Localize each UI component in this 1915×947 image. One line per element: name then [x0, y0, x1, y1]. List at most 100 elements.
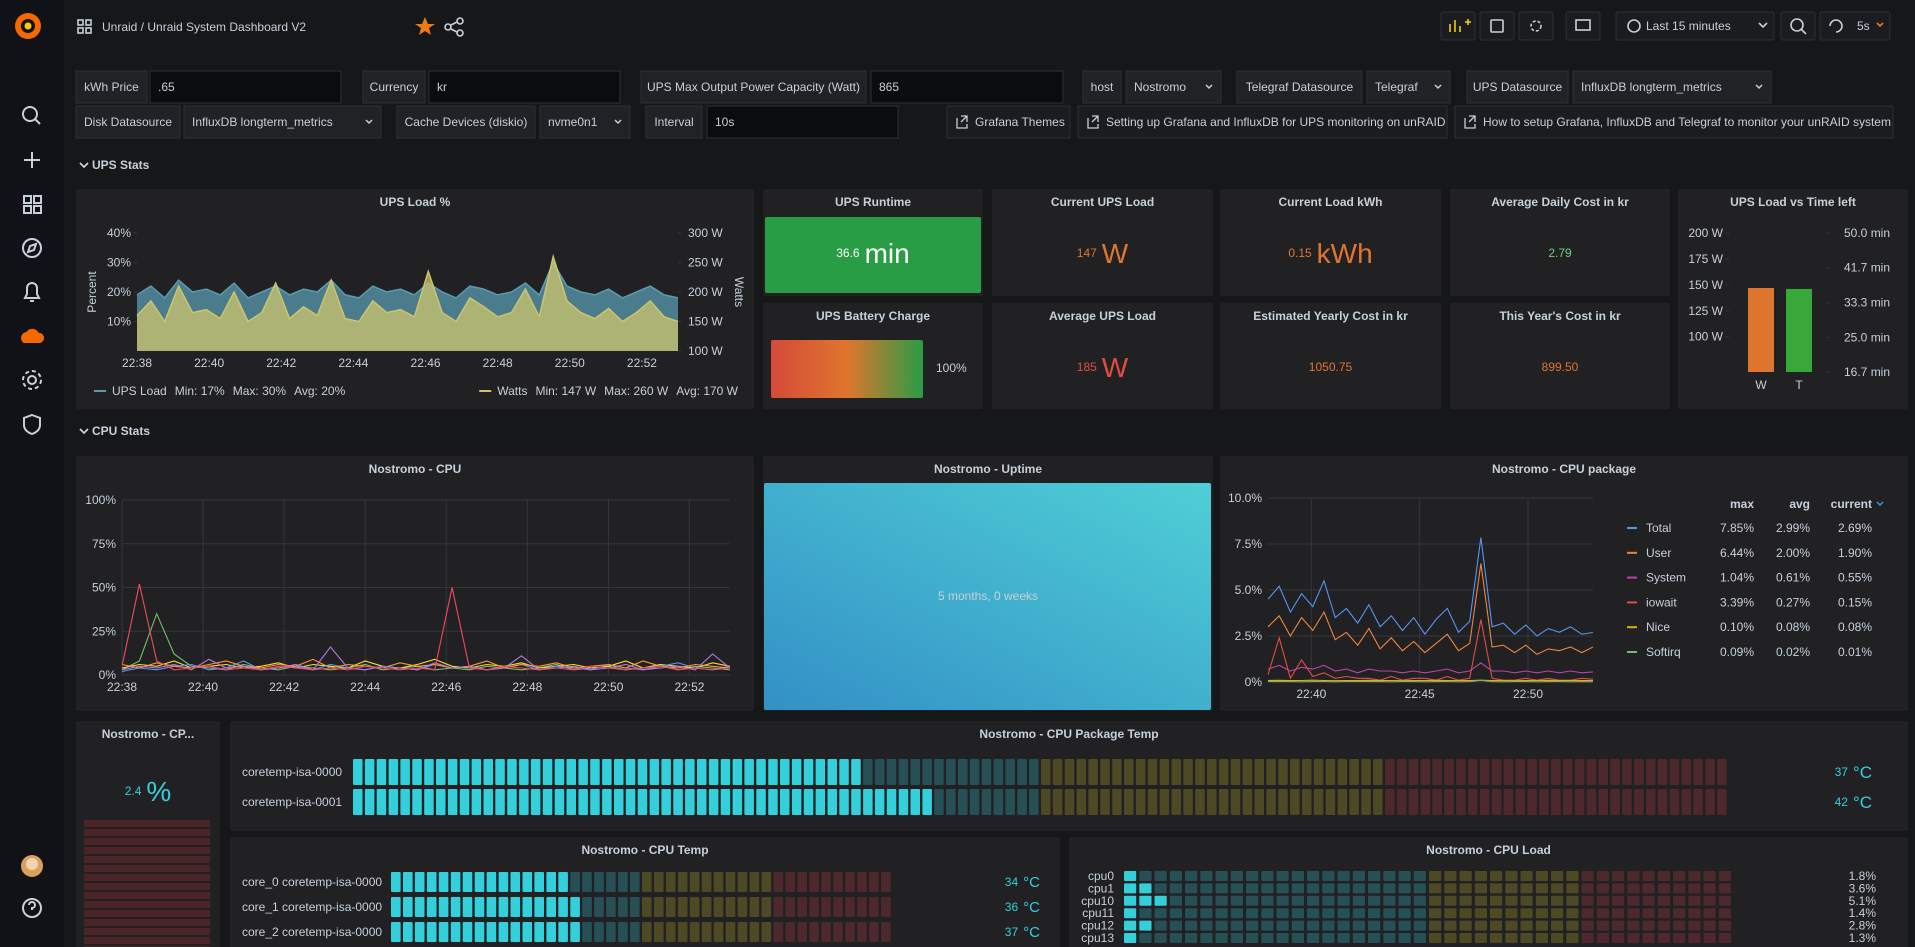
- shield-icon[interactable]: [23, 413, 41, 436]
- settings-icon[interactable]: [22, 370, 42, 390]
- row-title[interactable]: UPS Stats: [92, 158, 150, 172]
- legend-item[interactable]: Watts Min: 147 W Max: 260 W Avg: 170 W: [479, 384, 739, 398]
- tv-button[interactable]: [1565, 11, 1601, 41]
- variable-input[interactable]: [183, 105, 382, 139]
- gauge-cell: [1291, 895, 1304, 906]
- gauge-cell: [1337, 759, 1348, 785]
- gauge-cell: [1112, 789, 1122, 815]
- legend-header[interactable]: avg: [1789, 497, 1810, 511]
- series-line: [1267, 537, 1594, 637]
- variable-value[interactable]: 10s: [715, 115, 734, 129]
- gauge-cell: [542, 789, 553, 815]
- variable-value[interactable]: InfluxDB longterm_metrics: [1581, 80, 1722, 94]
- legend-header[interactable]: current: [1831, 497, 1872, 511]
- legend-header[interactable]: max: [1730, 497, 1754, 511]
- gauge-cell: [1505, 933, 1518, 943]
- gauge-cell: [1337, 933, 1350, 943]
- gauge-cell: [1337, 908, 1350, 919]
- gauge-cell: [507, 789, 517, 815]
- variable-value[interactable]: nvme0n1: [548, 115, 598, 129]
- help-icon[interactable]: [22, 898, 42, 918]
- panel[interactable]: [1220, 189, 1441, 296]
- panel[interactable]: [76, 456, 754, 711]
- zoom-out-button[interactable]: [1780, 11, 1816, 41]
- create-icon[interactable]: [24, 152, 40, 168]
- gauge-cell: [436, 789, 446, 815]
- gauge-cell: [1124, 908, 1137, 919]
- y-tick-label: 125 W: [1688, 304, 1723, 318]
- time-range[interactable]: Last 15 minutes: [1646, 19, 1731, 33]
- gauge-cell: [869, 872, 879, 892]
- add-panel-button[interactable]: [1440, 11, 1476, 41]
- dashboards-icon[interactable]: [23, 195, 42, 214]
- dashboard-link[interactable]: [1454, 105, 1894, 139]
- time-picker[interactable]: [1615, 11, 1775, 41]
- gauge-cell: [1154, 933, 1167, 943]
- search-icon[interactable]: [22, 106, 41, 125]
- variable-value[interactable]: Telegraf: [1375, 80, 1418, 94]
- alerting-icon[interactable]: [23, 282, 41, 302]
- panel[interactable]: [992, 189, 1213, 296]
- gauge-background-row: [84, 892, 210, 899]
- legend-name[interactable]: Softirq: [1646, 645, 1681, 659]
- variable-input[interactable]: [870, 70, 1064, 104]
- dashboard-link[interactable]: [1077, 105, 1448, 139]
- save-button[interactable]: [1479, 11, 1515, 41]
- refresh-interval[interactable]: 5s: [1857, 19, 1870, 33]
- variable-input[interactable]: [1125, 70, 1222, 104]
- dashboard-title[interactable]: Unraid / Unraid System Dashboard V2: [102, 20, 306, 34]
- gauge-cell: [1551, 789, 1561, 815]
- gauge-cell: [1139, 895, 1152, 906]
- grafana-logo[interactable]: [15, 13, 41, 39]
- link-text[interactable]: Grafana Themes: [975, 115, 1065, 129]
- panel[interactable]: [992, 303, 1213, 409]
- panel[interactable]: [1220, 303, 1441, 409]
- panel[interactable]: [1220, 456, 1908, 711]
- gauge-cell: [1052, 759, 1063, 785]
- user-avatar[interactable]: [21, 855, 43, 877]
- gauge-cell: [594, 897, 604, 917]
- legend-name[interactable]: User: [1646, 546, 1671, 560]
- panel[interactable]: [1450, 189, 1670, 296]
- variable-input[interactable]: [428, 70, 621, 104]
- legend-name[interactable]: iowait: [1646, 595, 1677, 609]
- gauge-cell: [1479, 789, 1490, 815]
- legend-stat: 2.99%: [1776, 521, 1810, 535]
- row-title[interactable]: CPU Stats: [92, 424, 150, 438]
- link-icon: [1087, 115, 1099, 129]
- y-tick-label: 175 W: [1688, 252, 1723, 266]
- gauge-cell: [558, 872, 568, 892]
- panel[interactable]: [1450, 303, 1670, 409]
- link-text[interactable]: Setting up Grafana and InfluxDB for UPS …: [1106, 115, 1446, 129]
- cloud-icon[interactable]: [21, 328, 45, 343]
- variable-input[interactable]: [539, 105, 631, 139]
- variable-value[interactable]: InfluxDB longterm_metrics: [192, 115, 333, 129]
- gauge-cell: [1627, 883, 1640, 894]
- gauge-cell: [474, 872, 485, 892]
- refresh-chevron: [1876, 22, 1884, 28]
- legend-name[interactable]: Nice: [1646, 620, 1670, 634]
- legend-item[interactable]: UPS Load Min: 17% Max: 30% Avg: 20%: [94, 384, 346, 398]
- star-icon[interactable]: [415, 17, 435, 35]
- variable-input[interactable]: [1572, 70, 1772, 104]
- gauge-cell: [1139, 908, 1152, 919]
- panel[interactable]: [1069, 837, 1908, 947]
- apps-icon[interactable]: [77, 19, 92, 34]
- share-icon[interactable]: [444, 17, 464, 37]
- panel[interactable]: [230, 721, 1908, 831]
- legend-name[interactable]: System: [1646, 571, 1686, 585]
- gauge-cell: [1185, 933, 1198, 943]
- panel[interactable]: [230, 837, 1060, 947]
- variable-value[interactable]: .65: [158, 80, 175, 94]
- variable-value[interactable]: 865: [879, 80, 899, 94]
- variable-input[interactable]: [706, 105, 899, 139]
- gauge-cell: [685, 759, 695, 785]
- explore-icon[interactable]: [22, 238, 42, 258]
- legend-name[interactable]: Total: [1646, 521, 1671, 535]
- variable-input[interactable]: [149, 70, 342, 104]
- link-text[interactable]: How to setup Grafana, InfluxDB and Teleg…: [1483, 115, 1891, 129]
- settings-button[interactable]: [1518, 11, 1554, 41]
- variable-value[interactable]: Nostromo: [1134, 80, 1186, 94]
- refresh-button[interactable]: [1819, 11, 1891, 41]
- variable-value[interactable]: kr: [437, 80, 447, 94]
